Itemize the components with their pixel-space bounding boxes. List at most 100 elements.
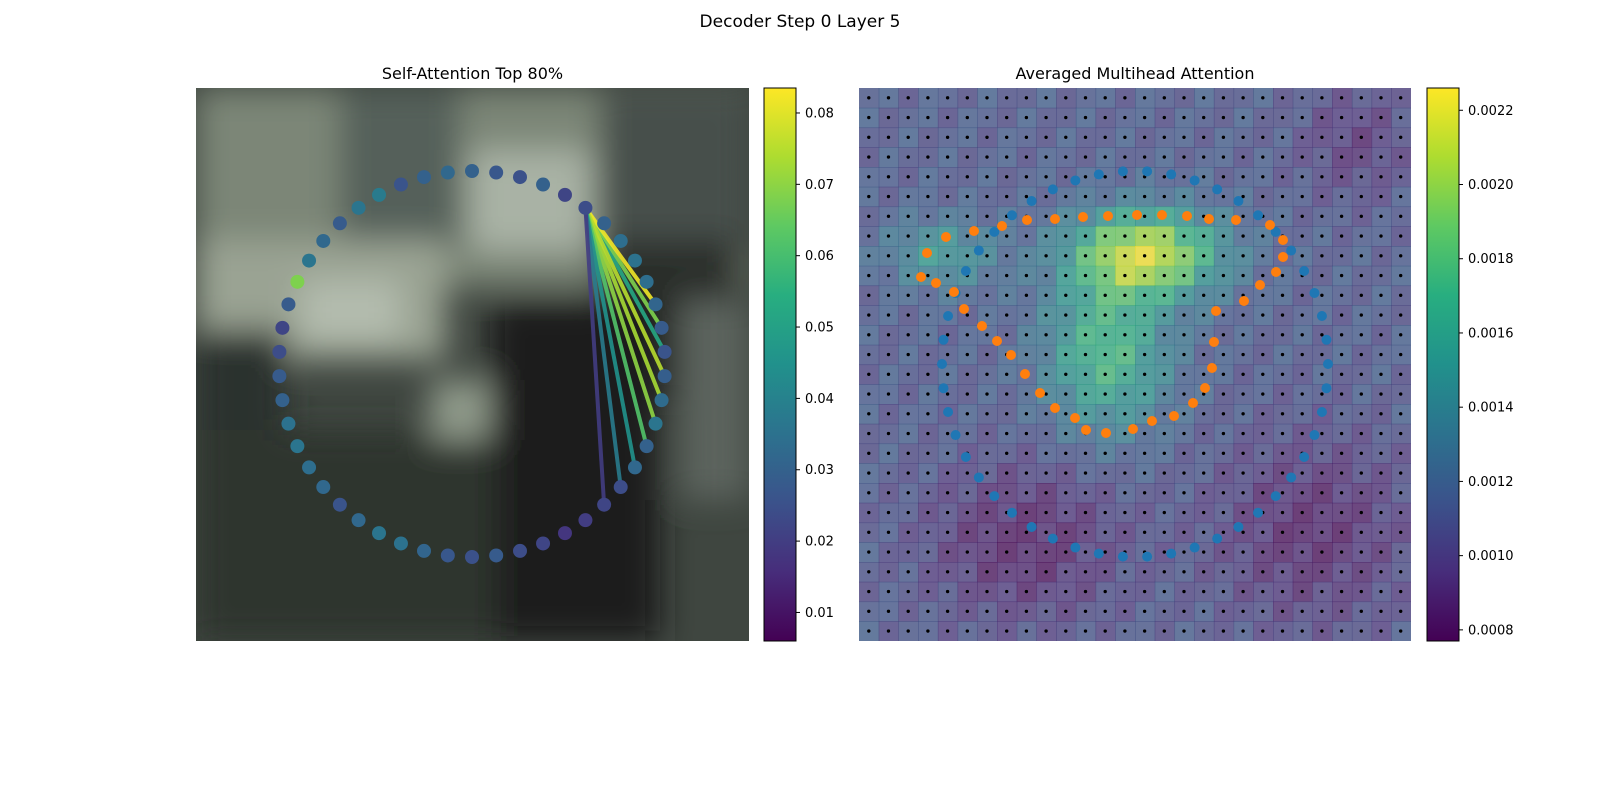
attention-edge xyxy=(583,207,637,468)
attention-edge xyxy=(583,207,658,425)
predicted-point xyxy=(1265,220,1275,230)
contour-point-right xyxy=(1286,472,1297,483)
predicted-point xyxy=(1182,211,1192,221)
attention-heatmap xyxy=(859,88,1411,641)
colorbar-tick-label: 0.0008 xyxy=(1468,623,1514,638)
colorbar-tick-label: 0.08 xyxy=(805,106,834,121)
right-panel-title: Averaged Multihead Attention xyxy=(1015,64,1255,83)
predicted-point xyxy=(969,226,979,236)
contour-point-right xyxy=(1166,169,1177,180)
predicted-point xyxy=(1157,210,1167,220)
predicted-point xyxy=(922,248,932,258)
contour-point-right xyxy=(989,226,1000,237)
predicted-point xyxy=(992,336,1002,346)
predicted-point xyxy=(931,278,941,288)
predicted-point xyxy=(1006,350,1016,360)
right-colorbar: 0.0008 0.0010 0.0012 0.0014 0.0016 0.0018 0.00… xyxy=(1426,87,1514,642)
predicted-point xyxy=(1103,211,1113,221)
predicted-point xyxy=(1207,363,1217,373)
contour-point xyxy=(536,177,551,192)
attention-edge xyxy=(583,207,607,505)
left-photo-background xyxy=(196,88,749,641)
predicted-point xyxy=(1078,212,1088,222)
colorbar-tick-label: 0.0012 xyxy=(1468,475,1514,490)
contour-point xyxy=(275,320,290,335)
contour-point xyxy=(557,526,572,541)
colorbar-tick-label: 0.02 xyxy=(805,535,834,550)
colorbar-tick-label: 0.0010 xyxy=(1468,549,1514,564)
contour-point xyxy=(639,439,654,454)
predicted-point xyxy=(916,272,926,282)
predicted-point xyxy=(941,232,951,242)
contour-point-right xyxy=(1299,451,1310,462)
contour-point xyxy=(578,200,593,215)
contour-point-right xyxy=(1212,184,1223,195)
contour-point xyxy=(512,543,527,558)
contour-point xyxy=(512,170,527,185)
attention-edge xyxy=(583,207,623,488)
contour-point-right xyxy=(1233,196,1244,207)
predicted-point xyxy=(997,221,1007,231)
contour-point-right xyxy=(1117,166,1128,177)
contour-point-right xyxy=(1093,548,1104,559)
predicted-point xyxy=(1101,428,1111,438)
left-colorbar-gradient xyxy=(763,87,797,642)
contour-point-right xyxy=(973,472,984,483)
contour-point-right xyxy=(1309,430,1320,441)
predicted-point xyxy=(1070,413,1080,423)
contour-point-right xyxy=(1189,175,1200,186)
attention-edge xyxy=(583,207,664,401)
predicted-point xyxy=(1022,215,1032,225)
contour-point xyxy=(578,513,593,528)
colorbar-tick-label: 0.0020 xyxy=(1468,178,1514,193)
contour-point xyxy=(597,497,612,512)
contour-point-right xyxy=(1006,210,1017,221)
contour-point-right xyxy=(1253,210,1264,221)
contour-point xyxy=(440,165,455,180)
left-colorbar: 0.01 0.02 0.03 0.04 0.05 0.06 0.07 0.08 xyxy=(763,87,834,642)
attention-edge xyxy=(583,206,658,306)
right-colorbar-gradient xyxy=(1426,87,1460,642)
contour-point xyxy=(657,344,672,359)
contour-point-right xyxy=(1212,533,1223,544)
contour-point xyxy=(465,550,479,564)
predicted-point xyxy=(1200,383,1210,393)
contour-point xyxy=(648,297,663,312)
contour-point-right xyxy=(1299,266,1310,277)
colorbar-tick-label: 0.06 xyxy=(805,249,834,264)
contour-point xyxy=(372,187,387,202)
colorbar-tick-label: 0.0014 xyxy=(1468,401,1514,416)
contour-point-right xyxy=(1253,507,1264,518)
contour-point-right xyxy=(1321,383,1332,394)
colorbar-tick-label: 0.05 xyxy=(805,321,834,336)
figure-title: Decoder Step 0 Layer 5 xyxy=(699,12,901,32)
contour-point xyxy=(627,253,642,268)
contour-point-right xyxy=(1070,542,1081,553)
contour-point-right xyxy=(1166,548,1177,559)
left-panel-title: Self-Attention Top 80% xyxy=(381,64,564,83)
contour-point-right xyxy=(1117,551,1128,562)
contour-point-right xyxy=(950,430,961,441)
contour-point xyxy=(557,187,572,202)
predicted-point xyxy=(1132,210,1142,220)
contour-point-right xyxy=(1070,175,1081,186)
contour-point-right xyxy=(1233,521,1244,532)
colorbar-tick-label: 0.0018 xyxy=(1468,252,1514,267)
predicted-point xyxy=(1050,214,1060,224)
contour-point-right xyxy=(943,311,954,322)
contour-point-right xyxy=(938,334,949,345)
contour-point-right xyxy=(960,451,971,462)
predicted-point xyxy=(1278,252,1288,262)
contour-point-right xyxy=(1316,311,1327,322)
contour-point xyxy=(393,177,408,192)
contour-point xyxy=(654,393,669,408)
contour-point xyxy=(281,297,296,312)
contour-point xyxy=(332,497,347,512)
contour-point xyxy=(272,344,287,359)
predicted-point xyxy=(1169,411,1179,421)
contour-point xyxy=(654,320,669,335)
predicted-points-right xyxy=(916,210,1288,438)
contour-point-right xyxy=(1026,196,1037,207)
contour-point xyxy=(648,416,663,431)
